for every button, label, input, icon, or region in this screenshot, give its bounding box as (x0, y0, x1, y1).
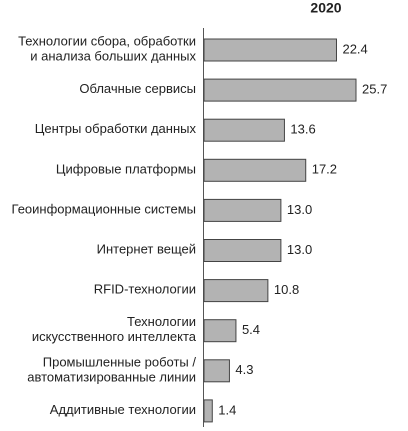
y-tick-label: Геоинформационные системы (12, 202, 196, 217)
y-tick-label: Промышленные роботы / автоматизированные … (27, 355, 196, 385)
bar (203, 198, 282, 222)
bar (203, 38, 337, 62)
y-tick-label: Интернет вещей (97, 242, 196, 257)
y-tick-label: Цифровые платформы (56, 162, 196, 177)
value-label: 22.4 (342, 41, 367, 56)
value-label: 4.3 (235, 362, 253, 377)
chart-title: 2020 (310, 0, 341, 16)
value-label: 13.6 (290, 122, 315, 137)
bar (203, 359, 230, 383)
bar (203, 78, 357, 102)
y-tick-label: Технологии искусственного интеллекта (32, 315, 197, 345)
value-label: 10.8 (274, 282, 299, 297)
value-label: 5.4 (242, 322, 260, 337)
y-tick-label: Центры обработки данных (35, 122, 197, 137)
value-label: 17.2 (312, 162, 337, 177)
y-tick-label: RFID-технологии (94, 282, 196, 297)
y-tick-label: Технологии сбора, обработки и анализа бол… (18, 34, 196, 64)
bar (203, 279, 269, 303)
bar (203, 158, 307, 182)
bar (203, 399, 213, 423)
bar (203, 319, 237, 343)
value-label: 13.0 (287, 202, 312, 217)
y-tick-label: Облачные сервисы (79, 82, 196, 97)
bar (203, 118, 285, 142)
value-label: 25.7 (362, 82, 387, 97)
value-label: 1.4 (218, 402, 236, 417)
y-tick-label: Аддитивные технологии (50, 402, 196, 417)
bar (203, 239, 282, 262)
value-label: 13.0 (287, 242, 312, 257)
